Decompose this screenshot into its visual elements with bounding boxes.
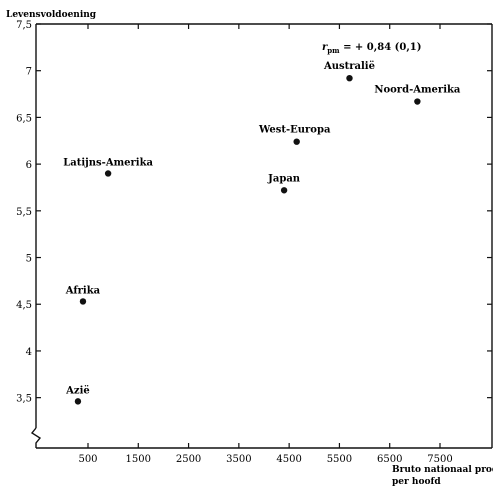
- y-axis-ticks: 3,5 4 4,5 5 5,5 6 6,5 7 7,5: [16, 20, 492, 405]
- chart-axes: [30, 23, 493, 449]
- x-tick-label: 1500: [126, 454, 151, 465]
- data-point: [346, 74, 353, 82]
- y-axis-label: Levensvoldoening: [6, 10, 97, 20]
- data-point-label: Australië: [323, 61, 375, 72]
- x-tick-label: 2500: [176, 454, 201, 465]
- data-point: [79, 298, 87, 305]
- data-points: Azië Afrika Latijns-Amerika Japan West-Europ…: [63, 61, 461, 405]
- correlation-annotation: rpm = + 0,84 (0,1): [322, 42, 422, 55]
- data-point-label: Latijns-Amerika: [63, 157, 153, 168]
- y-tick-label: 6,5: [16, 113, 32, 124]
- data-point: [293, 138, 300, 145]
- y-tick-label: 4,5: [16, 300, 32, 311]
- data-point-label: Afrika: [65, 285, 101, 296]
- y-tick-label: 7,5: [16, 20, 32, 31]
- x-tick-label: 5500: [327, 454, 352, 465]
- data-point: [104, 170, 112, 177]
- y-tick-label: 4: [26, 347, 32, 358]
- x-tick-label: 4500: [276, 454, 301, 465]
- y-tick-label: 3,5: [16, 394, 32, 405]
- x-tick-label: 500: [78, 454, 97, 465]
- y-tick-label: 5: [26, 254, 32, 265]
- data-point: [74, 398, 82, 405]
- y-tick-label: 6: [26, 160, 32, 171]
- x-axis-ticks: 500 1500 2500 3500 4500 5500 6500 7500: [78, 24, 453, 465]
- data-point: [280, 187, 288, 194]
- x-axis-label-line2: per hoofd: [392, 477, 441, 487]
- data-point-label: West-Europa: [258, 125, 331, 136]
- x-tick-label: 7500: [427, 454, 452, 465]
- data-point-label: Japan: [267, 173, 301, 184]
- x-axis-label-line1: Bruto nationaal produkt: [392, 465, 493, 475]
- data-point-label: Azië: [65, 385, 90, 396]
- data-point-label: Noord-Amerika: [374, 85, 461, 96]
- y-tick-label: 5,5: [16, 207, 32, 218]
- y-axis-break: [30, 427, 42, 448]
- x-tick-label: 3500: [226, 454, 251, 465]
- data-point: [414, 98, 421, 105]
- x-tick-label: 6500: [377, 454, 402, 465]
- y-tick-label: 7: [26, 67, 32, 78]
